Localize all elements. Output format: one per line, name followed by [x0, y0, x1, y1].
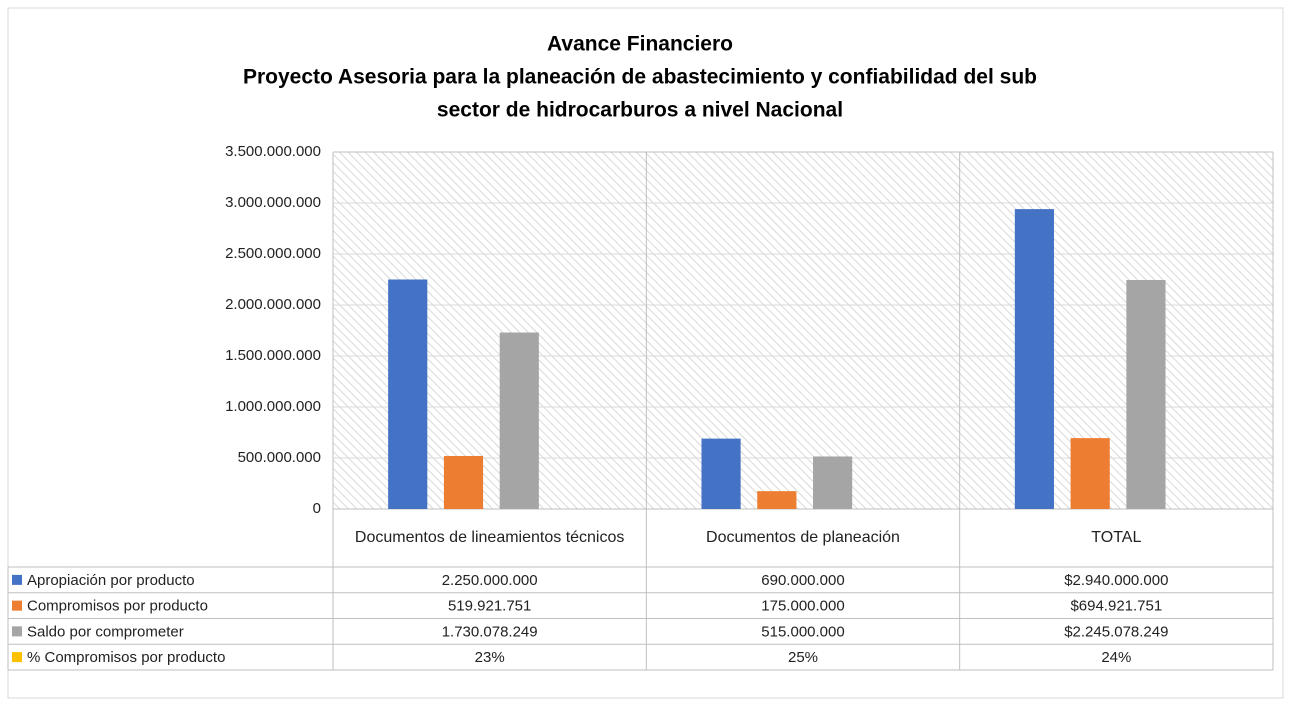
- legend-label: % Compromisos por producto: [27, 649, 225, 666]
- y-tick-label: 1.500.000.000: [225, 347, 321, 364]
- bar: [1126, 280, 1166, 509]
- bar: [701, 438, 741, 509]
- y-tick-label: 3.000.000.000: [225, 194, 321, 211]
- y-tick-label: 2.500.000.000: [225, 245, 321, 262]
- y-tick-label: 3.500.000.000: [225, 143, 321, 160]
- chart-subtitle: sector de hidrocarburos a nivel Nacional: [437, 99, 843, 122]
- bar: [1014, 209, 1054, 509]
- table-cell: 24%: [1101, 649, 1131, 666]
- bar: [1070, 438, 1110, 509]
- table-cell: 175.000.000: [761, 598, 844, 615]
- table-cell: $2.940.000.000: [1064, 572, 1168, 589]
- table-cell: $2.245.078.249: [1064, 623, 1168, 640]
- bar: [443, 455, 484, 509]
- table-cell: 515.000.000: [761, 623, 844, 640]
- y-tick-label: 0: [313, 500, 321, 517]
- y-tick-label: 1.000.000.000: [225, 398, 321, 415]
- table-cell: $694.921.751: [1070, 598, 1162, 615]
- y-tick-label: 500.000.000: [238, 449, 321, 466]
- bar: [388, 279, 428, 509]
- chart-border: [7, 7, 1284, 699]
- bar: [499, 332, 539, 509]
- legend-swatch: [12, 574, 22, 585]
- table-cell: 690.000.000: [761, 572, 844, 589]
- bar: [757, 491, 797, 509]
- table-cell: 25%: [788, 649, 818, 666]
- plot-area: [333, 152, 1273, 509]
- legend-label: Saldo por comprometer: [27, 623, 184, 640]
- bar: [813, 456, 853, 509]
- x-tick-label: Documentos de planeación: [706, 529, 900, 546]
- y-tick-label: 2.000.000.000: [225, 296, 321, 313]
- table-cell: 2.250.000.000: [442, 572, 538, 589]
- table-cell: 519.921.751: [448, 598, 531, 615]
- chart-subtitle: Proyecto Asesoria para la planeación de …: [243, 66, 1037, 89]
- x-tick-label: Documentos de lineamientos técnicos: [354, 529, 625, 546]
- table-cell: 23%: [475, 649, 505, 666]
- legend-swatch: [12, 626, 22, 637]
- x-tick-label: TOTAL: [1091, 529, 1142, 546]
- chart-title: Avance Financiero: [547, 33, 733, 56]
- legend-label: Apropiación por producto: [27, 572, 195, 589]
- legend-swatch: [12, 600, 22, 611]
- table-cell: 1.730.078.249: [442, 623, 538, 640]
- legend-label: Compromisos por producto: [27, 598, 208, 615]
- legend-swatch: [12, 652, 22, 663]
